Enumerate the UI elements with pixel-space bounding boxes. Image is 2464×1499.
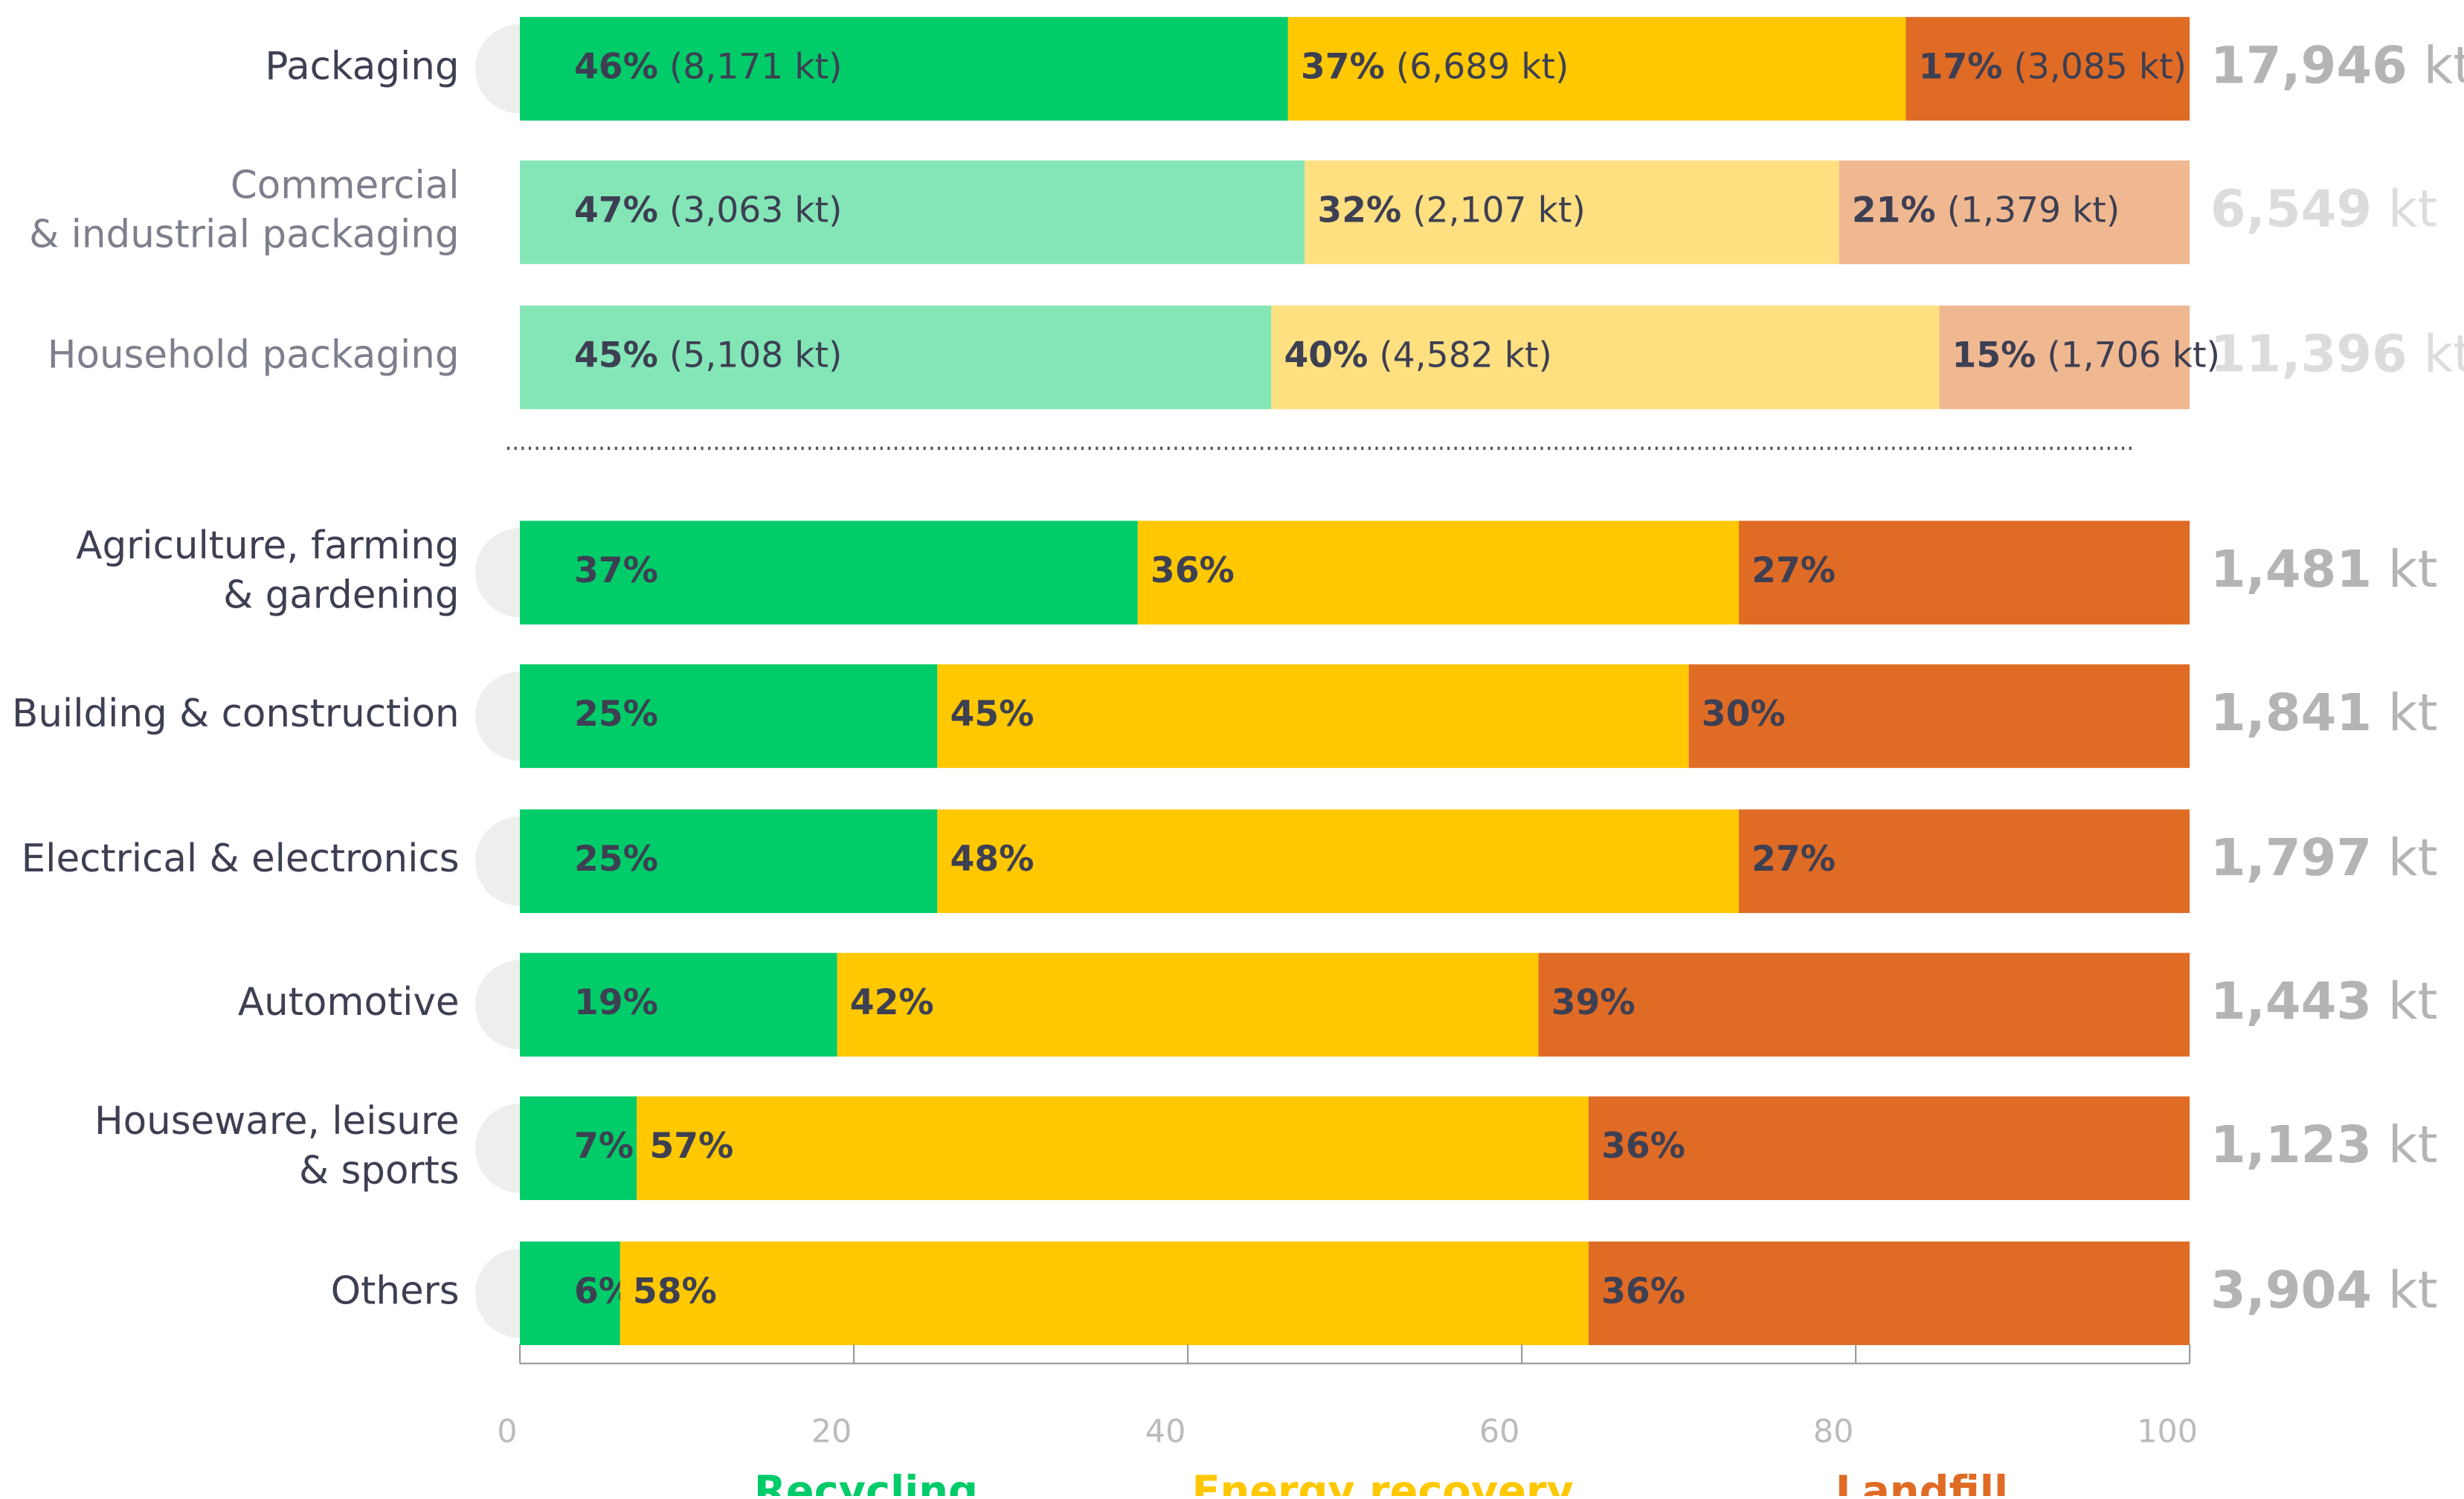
bar-segment (520, 520, 1138, 625)
bar-segment (1939, 305, 2190, 410)
bar-segment (520, 664, 938, 768)
x-tick-label: 100 (2137, 1413, 2198, 1451)
x-tick-label: 40 (1145, 1413, 1186, 1451)
bar-segment (1738, 520, 2190, 625)
value-label: 36% (1151, 550, 1235, 591)
value-label: 17% (3,085 kt) (1919, 47, 2187, 88)
value-label: 27% (1752, 839, 1836, 880)
bar-segment (1688, 664, 2190, 768)
bar-segment (520, 952, 837, 1057)
value-label: 36% (1601, 1126, 1685, 1167)
value-label: 42% (850, 982, 934, 1023)
value-label: 39% (1551, 982, 1635, 1023)
bar-segment (1538, 952, 2190, 1057)
value-label: 37% (6,689 kt) (1301, 47, 1569, 88)
bar-segment (1287, 16, 1906, 121)
value-label: 47% (3,063 kt) (574, 190, 842, 231)
bar-segment (520, 305, 1272, 410)
bar-segment (520, 809, 938, 913)
bar-segment (937, 809, 1739, 913)
total-label: 1,123 kt (2210, 1115, 2437, 1175)
legend-label: Landfill (1836, 1468, 2008, 1496)
value-label: 25% (574, 839, 658, 880)
value-label: 37% (574, 550, 658, 591)
bar-segment (1137, 520, 1739, 625)
bar-segment (520, 160, 1305, 265)
value-label: 30% (1702, 694, 1786, 735)
bar-segment (620, 1241, 1589, 1346)
value-label: 48% (950, 839, 1034, 880)
total-label: 3,904 kt (2210, 1260, 2437, 1320)
bar-segment (520, 1241, 620, 1346)
bar-segment (1738, 809, 2190, 913)
bar-segment (520, 16, 1288, 121)
x-tick-label: 0 (497, 1413, 517, 1451)
value-label: 45% (950, 694, 1034, 735)
total-label: 1,797 kt (2210, 828, 2437, 888)
bar-segment (1839, 160, 2190, 265)
total-label: 17,946 kt (2210, 36, 2464, 96)
category-label: Houseware, leisure & sports (94, 1099, 460, 1193)
x-tick-label: 80 (1813, 1413, 1854, 1451)
value-label: 45% (5,108 kt) (574, 335, 842, 376)
value-label: 21% (1,379 kt) (1852, 190, 2120, 231)
category-label: Building & construction (12, 692, 460, 736)
bar-segment (1588, 1096, 2190, 1200)
value-label: 19% (574, 982, 658, 1023)
value-label: 58% (633, 1271, 717, 1312)
value-label: 46% (8,171 kt) (574, 47, 842, 88)
value-label: 57% (649, 1126, 733, 1167)
value-label: 25% (574, 694, 658, 735)
bar-segment (837, 952, 1539, 1057)
value-label: 27% (1752, 550, 1836, 591)
bar-segment (937, 664, 1689, 768)
category-label: Packaging (265, 45, 459, 89)
legend-label: Recycling (754, 1468, 978, 1496)
total-label: 1,841 kt (2210, 683, 2437, 743)
category-label: Agriculture, farming & gardening (76, 523, 459, 617)
category-label: Household packaging (48, 333, 460, 378)
value-label: 15% (1,706 kt) (1952, 335, 2220, 376)
total-label: 1,443 kt (2210, 972, 2437, 1031)
x-tick-label: 60 (1479, 1413, 1520, 1451)
total-label: 1,481 kt (2210, 540, 2437, 599)
bar-segment (1271, 305, 1940, 410)
bar-segment (1588, 1241, 2190, 1346)
x-tick-label: 20 (811, 1413, 852, 1451)
value-label: 40% (4,582 kt) (1284, 335, 1552, 376)
bar-segment (637, 1096, 1589, 1200)
legend-label: Energy recovery (1191, 1468, 1573, 1496)
category-label: Others (331, 1268, 460, 1313)
value-label: 7% (574, 1126, 634, 1167)
value-label: 32% (2,107 kt) (1317, 190, 1585, 231)
category-label: Commercial & industrial packaging (29, 163, 459, 257)
category-label: Automotive (238, 980, 460, 1025)
total-label: 6,549 kt (2210, 180, 2437, 239)
total-label: 11,396 kt (2210, 325, 2464, 384)
bar-segment (520, 1096, 637, 1200)
category-label: Electrical & electronics (22, 836, 460, 881)
bar-segment (1305, 160, 1839, 265)
value-label: 36% (1601, 1271, 1685, 1312)
bar-segment (1905, 16, 2190, 121)
